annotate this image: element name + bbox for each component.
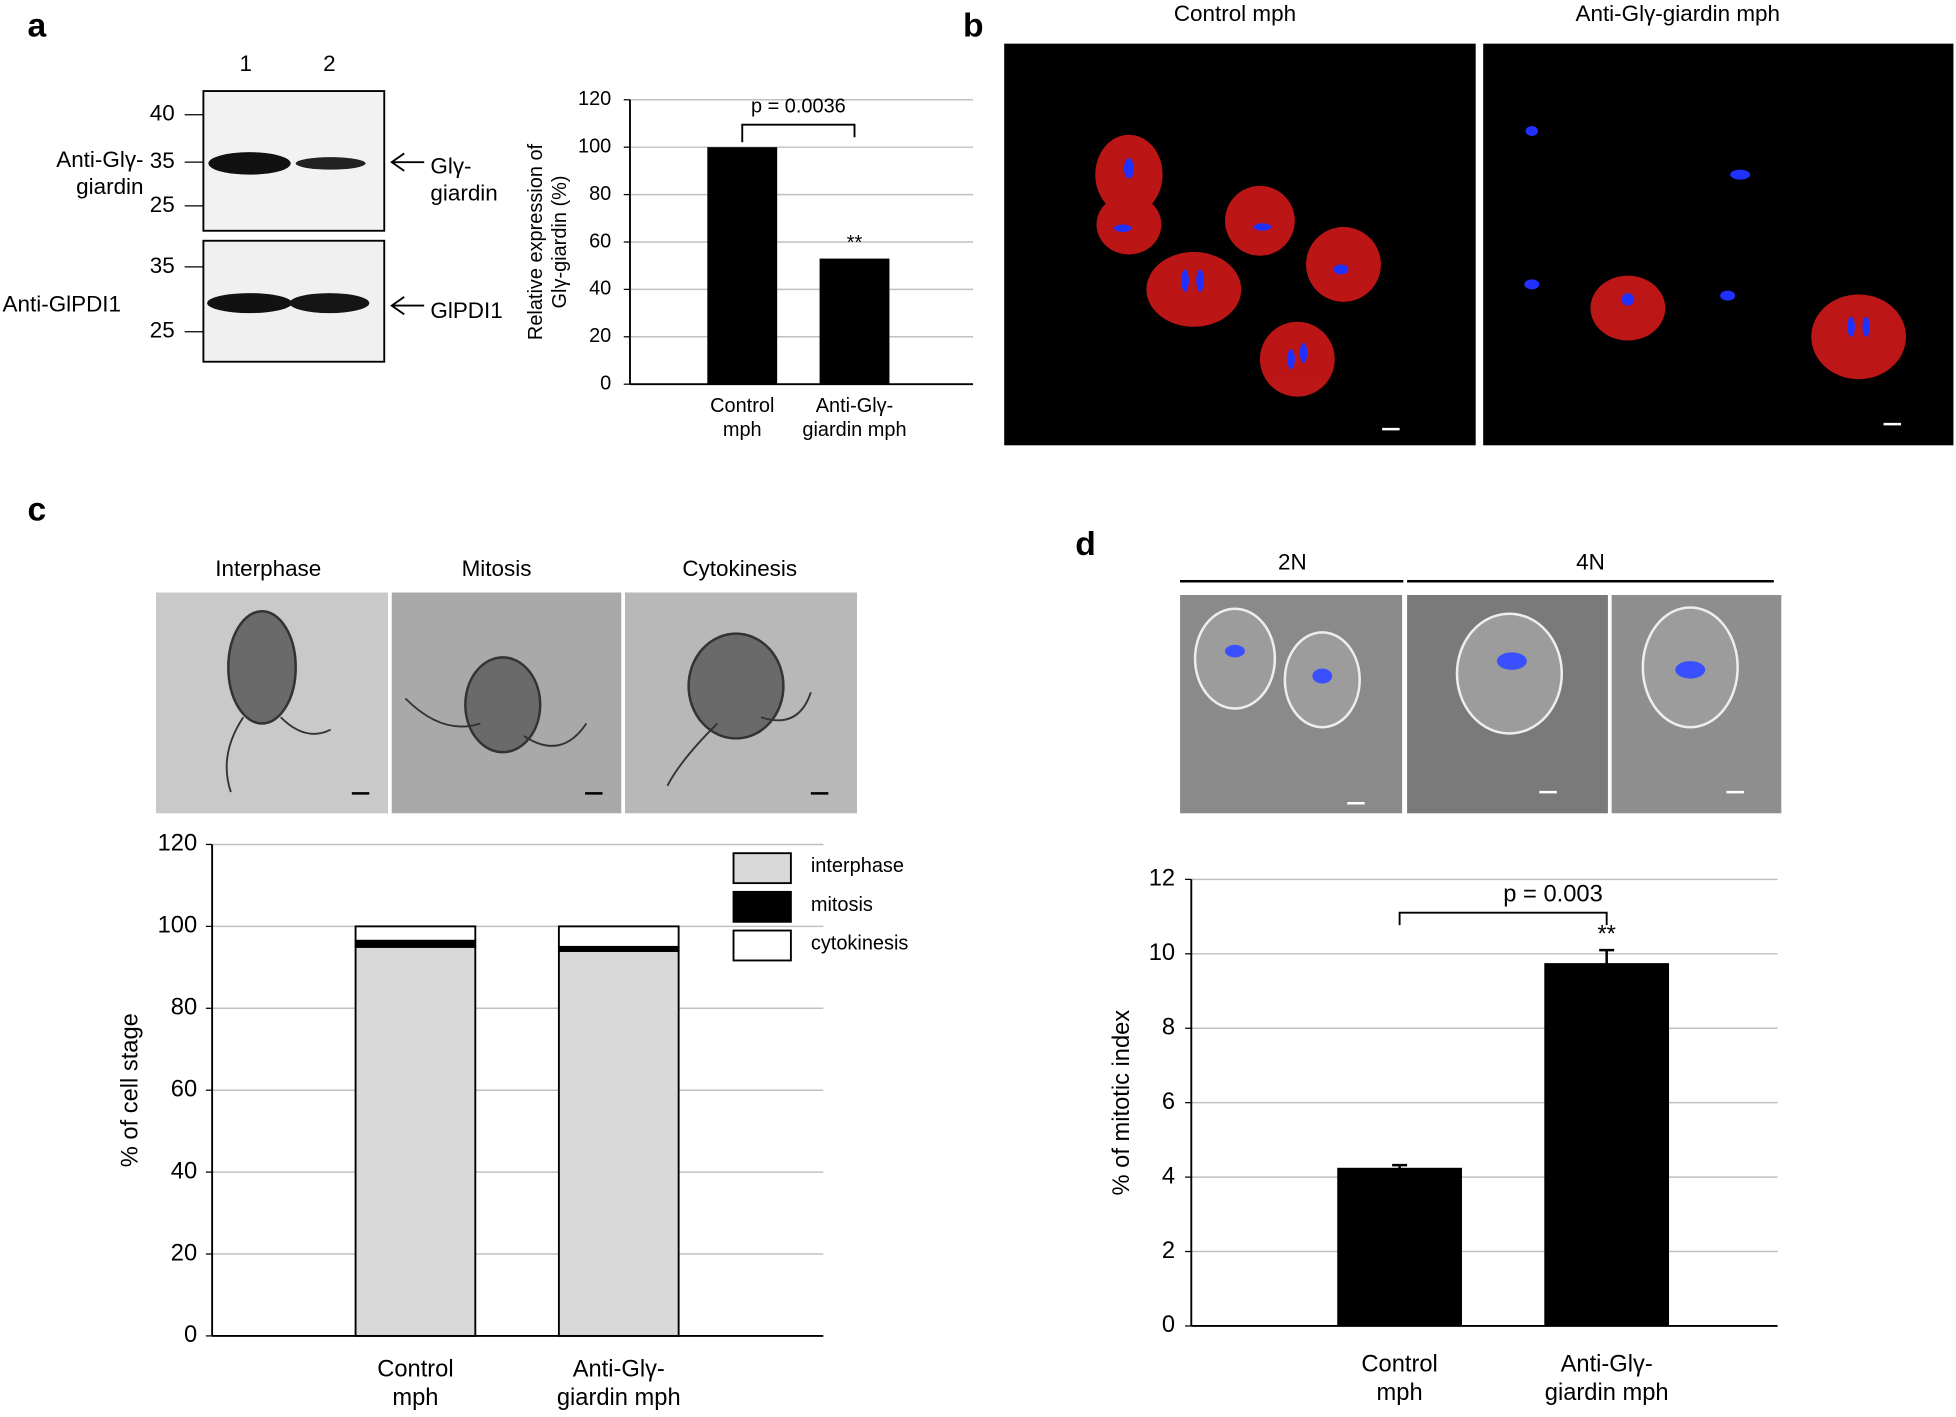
y-tick-label: 6 [1162, 1089, 1175, 1115]
y-tick-label: 12 [1149, 866, 1175, 892]
x-tick-label: Anti-Glγ-giardin mph [1545, 1352, 1669, 1406]
image-title: Control mph [1174, 1, 1296, 26]
bar [1337, 1167, 1462, 1326]
image-title: Anti-Glγ-giardin mph [1576, 1, 1781, 26]
antibody-label: Anti-GlPDI1 [3, 292, 121, 317]
lane-label: 1 [240, 51, 252, 76]
p-value: p = 0.003 [1503, 881, 1602, 907]
y-axis-label: Relative expression of Glγ-giardin (%) [525, 143, 571, 340]
western-blot: 1 2 40 35 25 35 25 Anti-Glγ-giardin Anti… [3, 51, 503, 363]
significance: ** [847, 232, 863, 254]
y-tick-label: 20 [589, 325, 611, 347]
y-tick-label: 0 [184, 1322, 197, 1348]
y-tick-label: 0 [600, 372, 611, 394]
y-tick-label: 4 [1162, 1163, 1175, 1189]
legend-swatch [732, 929, 792, 962]
y-tick-label: 20 [171, 1240, 197, 1266]
antibody-label: Anti-Glγ-giardin [56, 147, 143, 199]
y-tick-label: 80 [171, 995, 197, 1021]
bar [707, 147, 778, 385]
y-tick-label: 0 [1162, 1312, 1175, 1338]
dic-images: 2N 4N [1180, 550, 1782, 814]
x-tick-label: Anti-Glγ-giardin mph [802, 395, 906, 441]
y-tick-label: 80 [589, 183, 611, 205]
blot-band [289, 293, 370, 314]
image-title: Cytokinesis [682, 556, 797, 581]
image-title: Interphase [215, 556, 321, 581]
x-tick-label: Control mph [1361, 1352, 1437, 1406]
y-tick-label: 60 [171, 1076, 197, 1102]
significance: ** [1597, 921, 1615, 947]
legend-label: mitosis [811, 894, 873, 916]
significance-bracket [741, 123, 856, 143]
error-bar [1392, 1163, 1408, 1171]
x-tick-label: Control mph [710, 395, 774, 441]
y-tick-label: 8 [1162, 1015, 1175, 1041]
panel-label: b [963, 7, 984, 44]
error-bar [1599, 948, 1615, 977]
blot-band [295, 157, 366, 170]
y-tick-label: 100 [578, 135, 611, 157]
y-tick-label: 100 [158, 913, 198, 939]
y-tick-label: 120 [578, 88, 611, 110]
arrow [390, 152, 425, 172]
marker-label: 25 [150, 192, 175, 217]
y-tick-label: 40 [171, 1158, 197, 1184]
arrow [390, 296, 425, 316]
fluorescence-images: Control mph Anti-Glγ-giardin mph [1004, 1, 1954, 446]
bar-segment [354, 945, 477, 1337]
x-tick-label: Anti-Glγ-giardin mph [557, 1357, 681, 1411]
y-tick-label: 60 [589, 230, 611, 252]
bar [1544, 963, 1670, 1326]
marker-label: 25 [150, 318, 175, 343]
band-label: Glγ-giardin [430, 153, 497, 205]
panel-label: a [28, 7, 47, 44]
micrograph [1483, 43, 1954, 446]
lane-label: 2 [323, 51, 335, 76]
y-tick-label: 40 [589, 278, 611, 300]
y-tick-label: 120 [158, 831, 198, 857]
bar-segment [557, 925, 680, 948]
bar [819, 258, 890, 385]
bar-segment [354, 925, 477, 942]
band-label: GlPDI1 [430, 298, 502, 323]
y-tick-label: 2 [1162, 1238, 1175, 1264]
marker-label: 40 [150, 101, 175, 126]
blot-band [208, 152, 291, 175]
significance-bracket [1398, 911, 1608, 926]
image-title: 2N [1278, 550, 1307, 575]
legend-swatch [732, 890, 792, 923]
marker-label: 35 [150, 148, 175, 173]
p-value: p = 0.0036 [751, 96, 846, 118]
x-tick-label: Control mph [377, 1357, 453, 1411]
blot-band [207, 293, 292, 314]
bar-segment [557, 950, 680, 1337]
y-tick-label: 10 [1149, 940, 1175, 966]
y-axis-label: % of mitotic index [1109, 1010, 1135, 1196]
marker-label: 35 [150, 253, 175, 278]
image-title: Mitosis [462, 556, 532, 581]
legend-label: cytokinesis [811, 933, 909, 955]
legend-swatch [732, 852, 792, 885]
brightfield-images: Interphase Mitosis Cytokinesis [155, 556, 858, 814]
panel-label: c [28, 491, 47, 528]
y-axis-label: % of cell stage [117, 1013, 143, 1167]
panel-label: d [1075, 526, 1096, 563]
image-title: 4N [1576, 550, 1605, 575]
legend-label: interphase [811, 855, 904, 877]
